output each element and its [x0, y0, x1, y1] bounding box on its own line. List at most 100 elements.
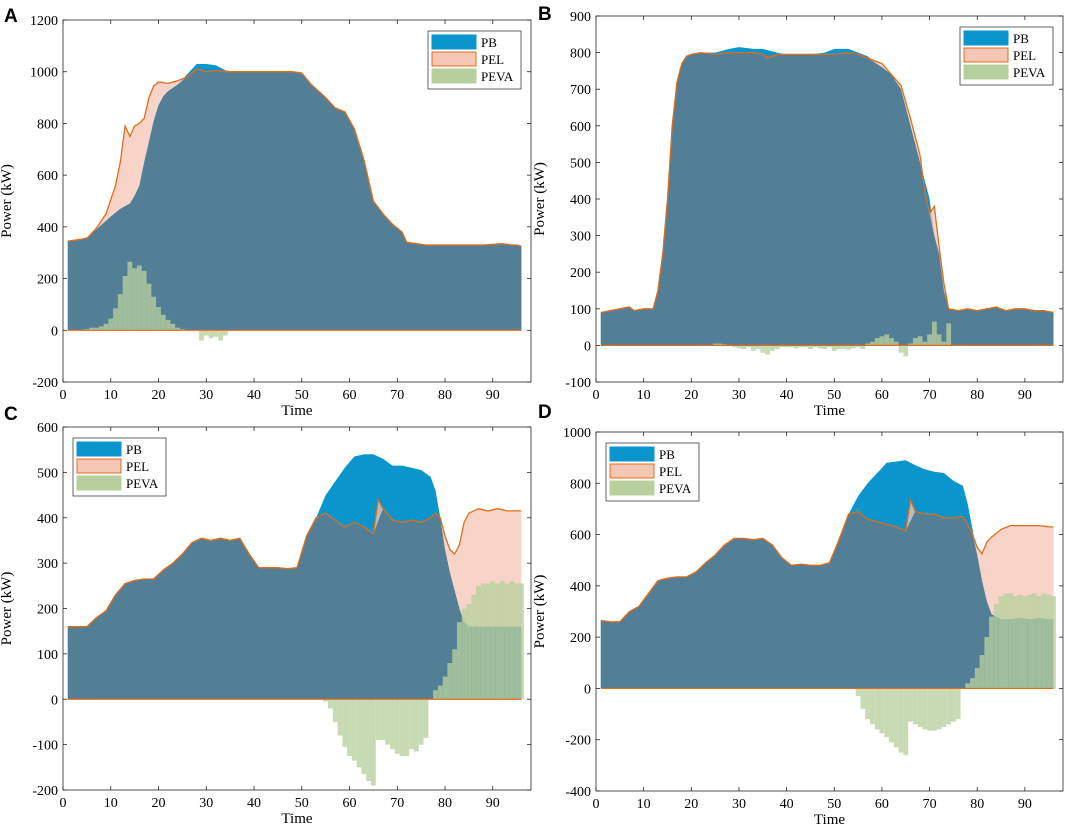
y-tick-label: 100	[37, 648, 58, 663]
series-peva-bar	[812, 345, 818, 348]
x-tick-label: 70	[390, 388, 404, 403]
legend: PB PEL PEVA	[427, 30, 522, 90]
x-tick-label: 80	[438, 796, 452, 811]
series-peva-bar	[127, 261, 133, 331]
x-tick-label: 20	[152, 796, 166, 811]
x-tick-label: 10	[637, 797, 651, 812]
series-peva-bar	[480, 583, 486, 700]
series-peva-bar	[323, 699, 329, 702]
series-pel-line	[600, 51, 1054, 314]
series-peva-bar	[746, 345, 751, 348]
series-peva-bar	[1032, 593, 1037, 689]
series-peva-bar	[437, 685, 443, 700]
series-peva-bar	[466, 604, 472, 700]
x-tick-label: 40	[247, 388, 261, 403]
series-peva-bar	[1041, 593, 1047, 689]
series-peva-bar	[223, 330, 228, 336]
x-tick-label: 70	[923, 388, 937, 403]
series-peva-bar	[889, 338, 894, 346]
series-peva-bar	[471, 594, 477, 700]
legend: PB PEL PEVA	[72, 437, 167, 497]
x-tick-label: 60	[875, 388, 889, 403]
y-tick-label: 500	[570, 156, 591, 171]
series-peva-bar	[447, 663, 453, 700]
series-peva-bar	[351, 699, 357, 761]
series-peva-bar	[442, 676, 448, 700]
y-tick-label: -200	[32, 376, 58, 391]
y-tick-label: 400	[570, 193, 591, 208]
series-peva-bar	[922, 341, 928, 346]
legend-label-pb: PB	[481, 35, 497, 50]
series-peva-bar	[903, 345, 909, 357]
series-peva-bar	[1046, 594, 1052, 689]
legend-swatch-pb	[609, 446, 655, 462]
series-peva-bar	[385, 699, 391, 745]
series-peva-bar	[822, 345, 828, 350]
x-tick-label: 90	[1018, 797, 1032, 812]
panel-letter: A	[4, 6, 18, 27]
series-peva-bar	[903, 688, 909, 756]
x-tick-label: 10	[104, 796, 118, 811]
series-peva-bar	[898, 688, 904, 753]
series-peva-bar	[356, 699, 362, 768]
x-tick-label: 0	[593, 388, 600, 403]
series-peva-bar	[380, 699, 386, 741]
y-tick-label: 0	[584, 339, 591, 354]
x-tick-label: 20	[684, 388, 698, 403]
series-peva-bar	[970, 678, 975, 689]
series-peva-bar	[808, 345, 813, 350]
series-peva-bar	[84, 329, 90, 331]
series-peva-bar	[514, 583, 520, 700]
legend: PB PEL PEVA	[959, 26, 1054, 86]
series-peva-bar	[941, 341, 947, 346]
legend-swatch-pel	[963, 47, 1009, 63]
series-peva-bar	[932, 688, 937, 731]
series-peva-bar	[218, 330, 223, 341]
series-peva-bar	[117, 294, 123, 331]
series-peva-bar	[108, 318, 114, 331]
series-peva-bar	[789, 345, 794, 348]
series-peva-bar	[841, 345, 847, 350]
x-tick-label: 90	[486, 388, 500, 403]
legend: PB PEL PEVA	[605, 442, 700, 502]
series-peva-bar	[712, 343, 718, 346]
axes-frame	[62, 19, 532, 383]
series-peva-bar	[879, 688, 885, 734]
series-peva-bar	[1051, 596, 1056, 689]
series-peva-bar	[390, 699, 395, 750]
y-tick-label: 800	[570, 477, 591, 492]
x-tick-label: 70	[923, 797, 937, 812]
legend-label-peva: PEVA	[481, 69, 514, 84]
x-tick-label: 60	[343, 796, 357, 811]
series-peva-bar	[213, 330, 219, 337]
x-tick-label: 0	[60, 388, 67, 403]
series-peva-bar	[889, 688, 894, 743]
y-tick-label: -400	[565, 785, 591, 800]
series-peva-bar	[874, 338, 880, 346]
y-tick-label: 200	[570, 631, 591, 646]
series-peva-bar	[860, 345, 866, 350]
series-peva-bar	[490, 581, 496, 700]
y-tick-label: 800	[37, 117, 58, 132]
y-tick-label: 0	[51, 324, 58, 339]
y-tick-label: 300	[37, 557, 58, 572]
series-peva-bar	[423, 699, 429, 738]
series-peva-bar	[870, 688, 875, 725]
series-peva-bar	[1013, 596, 1018, 689]
series-peva-bar	[979, 655, 985, 689]
series-peva-bar	[774, 345, 780, 350]
series-peva-bar	[409, 699, 414, 750]
series-peva-bar	[519, 583, 524, 700]
x-tick-label: 20	[684, 797, 698, 812]
y-tick-label: 1000	[563, 426, 591, 441]
series-peva-bar	[936, 334, 942, 346]
series-peva-bar	[741, 345, 747, 350]
series-peva-bar	[870, 341, 875, 346]
x-tick-label: 30	[199, 796, 213, 811]
series-peva-bar	[993, 603, 999, 689]
y-tick-label: 400	[37, 512, 58, 527]
y-tick-label: 0	[51, 693, 58, 708]
series-peva-bar	[827, 345, 832, 348]
y-axis-label: Power (kW)	[0, 164, 15, 238]
